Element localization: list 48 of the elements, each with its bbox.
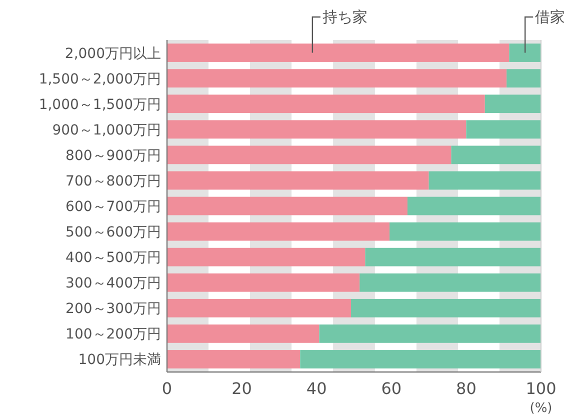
series-label: 持ち家 bbox=[322, 8, 368, 26]
bar bbox=[509, 44, 541, 62]
y-tick-label: 1,000～1,500万円 bbox=[38, 96, 161, 113]
bar bbox=[319, 324, 541, 343]
bar bbox=[360, 273, 541, 292]
bar bbox=[390, 222, 541, 241]
bar bbox=[428, 171, 541, 190]
y-tick-label: 700～800万円 bbox=[66, 173, 161, 190]
bar bbox=[167, 146, 452, 164]
x-tick-label: 60 bbox=[381, 379, 402, 398]
bar bbox=[484, 94, 541, 114]
bar bbox=[466, 120, 541, 139]
x-tick-label: 40 bbox=[306, 379, 327, 398]
bar bbox=[300, 350, 541, 368]
x-tick-label: 80 bbox=[456, 379, 476, 398]
y-tick-label: 600～700万円 bbox=[66, 199, 161, 215]
bar bbox=[451, 146, 541, 164]
series-label: 借家 bbox=[535, 8, 566, 26]
y-tick-label: 1,500～2,000万円 bbox=[38, 71, 161, 88]
bar bbox=[167, 350, 300, 368]
bar bbox=[167, 171, 429, 190]
x-tick-label: 100 bbox=[526, 379, 556, 398]
bar bbox=[167, 44, 510, 62]
bar bbox=[167, 298, 352, 318]
bar bbox=[506, 69, 541, 88]
y-tick-label: 300～400万円 bbox=[66, 276, 161, 292]
bar bbox=[167, 69, 507, 88]
bar bbox=[167, 324, 320, 343]
bar bbox=[167, 120, 466, 139]
y-tick-label: 400～500万円 bbox=[66, 250, 161, 266]
x-tick-label: 0 bbox=[162, 379, 172, 398]
bar bbox=[167, 222, 390, 241]
bar bbox=[167, 196, 408, 216]
y-tick-label: 800～900万円 bbox=[66, 148, 161, 164]
bar bbox=[365, 248, 541, 266]
y-tick-label: 900～1,000万円 bbox=[52, 122, 161, 138]
bar bbox=[351, 298, 541, 318]
y-tick-label: 200～300万円 bbox=[66, 301, 161, 318]
x-tick-label: 20 bbox=[232, 379, 252, 398]
bar bbox=[167, 273, 360, 292]
x-axis-title: (%) bbox=[530, 401, 552, 416]
bar bbox=[407, 196, 541, 216]
y-tick-label: 100～200万円 bbox=[66, 326, 161, 343]
y-tick-label: 500～600万円 bbox=[66, 224, 161, 241]
bar bbox=[167, 248, 366, 266]
y-tick-label: 100万円未満 bbox=[78, 352, 161, 368]
bar bbox=[167, 94, 485, 114]
y-tick-label: 2,000万円以上 bbox=[64, 46, 161, 62]
